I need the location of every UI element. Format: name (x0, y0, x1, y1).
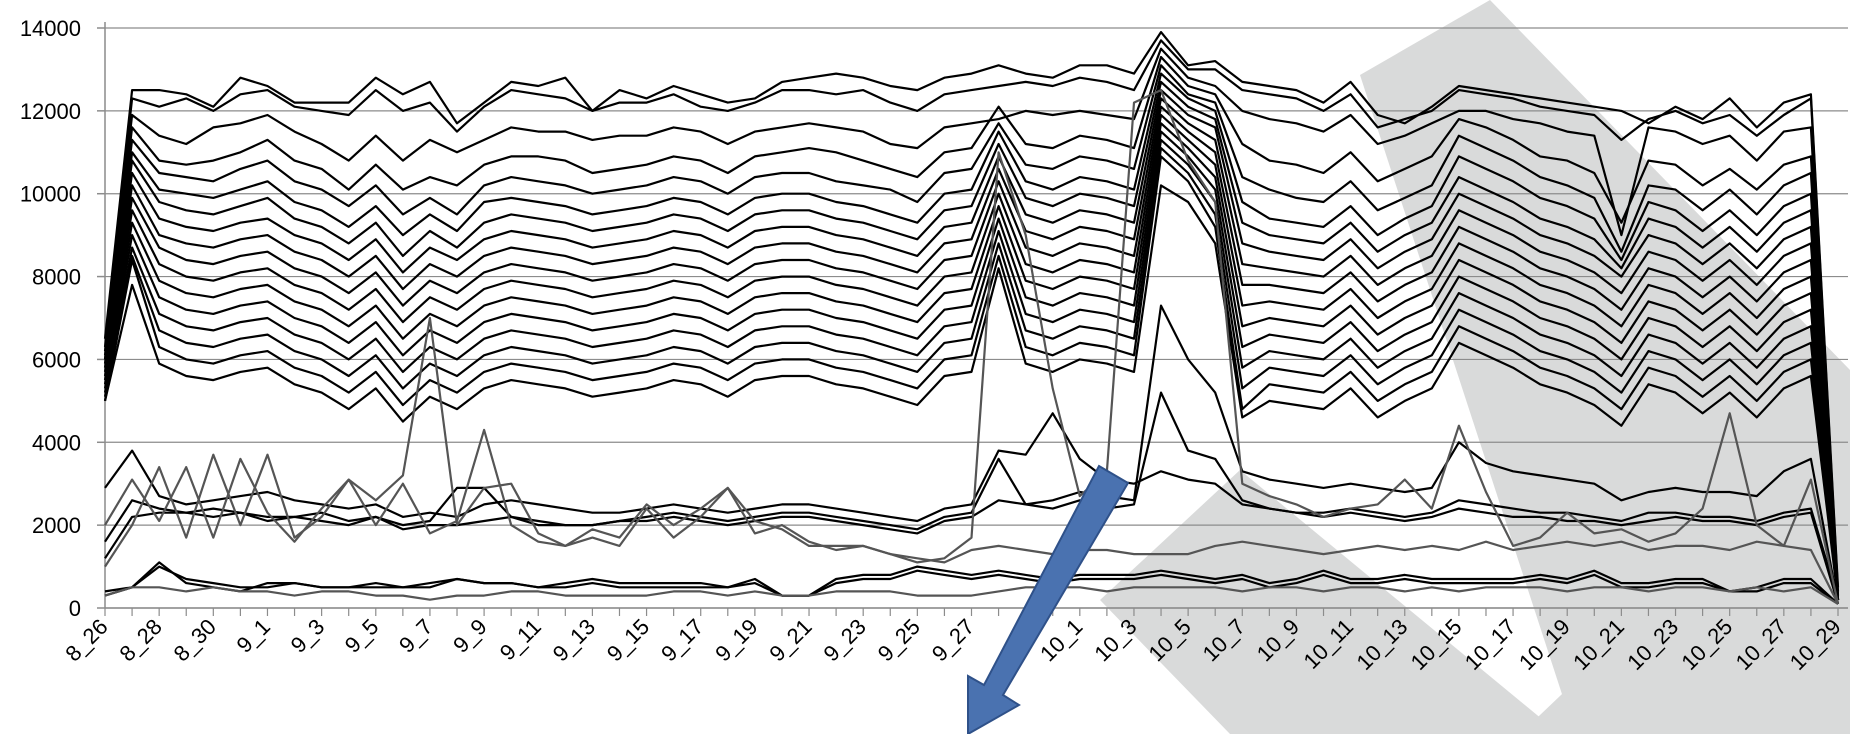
series-line-12 (103, 122, 1840, 600)
x-tick-label: 9_15 (602, 614, 654, 666)
x-tick-label: 8_28 (115, 614, 167, 666)
y-axis-tick-labels: 0 2000 4000 6000 8000 10000 12000 14000 (20, 16, 81, 621)
series-line-10 (103, 105, 1840, 600)
y-tick-label: 2000 (32, 513, 81, 538)
x-tick-label: 9_17 (656, 614, 708, 666)
y-tick-label: 10000 (20, 182, 81, 207)
y-tick-label: 8000 (32, 265, 81, 290)
series-line-2 (103, 39, 1840, 592)
series-line-6 (103, 72, 1840, 600)
x-tick-label: 9_19 (710, 614, 762, 666)
x-tick-label: 9_1 (231, 614, 275, 658)
series-line-17 (103, 184, 1840, 600)
series-line-14 (103, 138, 1840, 600)
x-tick-label: 9_7 (394, 614, 438, 658)
y-tick-label: 6000 (32, 347, 81, 372)
series-line-9 (103, 97, 1840, 600)
x-tick-label: 9_5 (340, 614, 384, 658)
x-tick-label: 9_13 (548, 614, 600, 666)
series-line-19 (104, 304, 1840, 605)
series-line-15 (103, 147, 1840, 600)
series-line-5 (103, 64, 1840, 600)
series-lines (103, 30, 1840, 605)
series-line-25 (104, 586, 1839, 605)
series-line-4 (103, 55, 1840, 600)
diagonal-band-3 (1520, 420, 1850, 734)
series-line-8 (103, 88, 1840, 600)
arrow-shape (967, 464, 1130, 734)
series-line-1 (103, 30, 1840, 588)
series-line-21 (104, 561, 1839, 605)
x-tick-label: 9_11 (495, 614, 546, 665)
x-tick-label: 8_30 (169, 614, 221, 666)
y-tick-label: 4000 (32, 430, 81, 455)
y-tick-label: 0 (69, 596, 81, 621)
series-line-24 (104, 428, 1839, 605)
y-tick-label: 14000 (20, 16, 81, 41)
x-tick-label: 9_25 (873, 614, 925, 666)
series-line-11 (103, 113, 1840, 600)
series-line-13 (103, 130, 1840, 600)
y-tick-label: 12000 (20, 99, 81, 124)
axes (97, 22, 1848, 616)
series-line-3 (103, 47, 1840, 596)
series-line-16 (103, 155, 1840, 600)
diagonal-band-2 (1100, 470, 1560, 734)
series-line-20 (104, 391, 1840, 605)
x-tick-label: 10_17 (1460, 614, 1521, 675)
down-left-arrow-icon (967, 464, 1130, 734)
x-tick-label: 9_27 (927, 614, 979, 666)
series-line-23 (104, 88, 1840, 605)
x-tick-label: 9_9 (448, 614, 492, 658)
x-tick-label: 9_21 (764, 614, 816, 666)
x-tick-label: 9_23 (819, 614, 871, 666)
x-tick-label: 9_3 (286, 614, 330, 658)
x-tick-label: 8_26 (60, 614, 112, 666)
series-line-22 (104, 565, 1839, 605)
series-line-18 (104, 412, 1840, 601)
series-line-7 (103, 80, 1840, 600)
